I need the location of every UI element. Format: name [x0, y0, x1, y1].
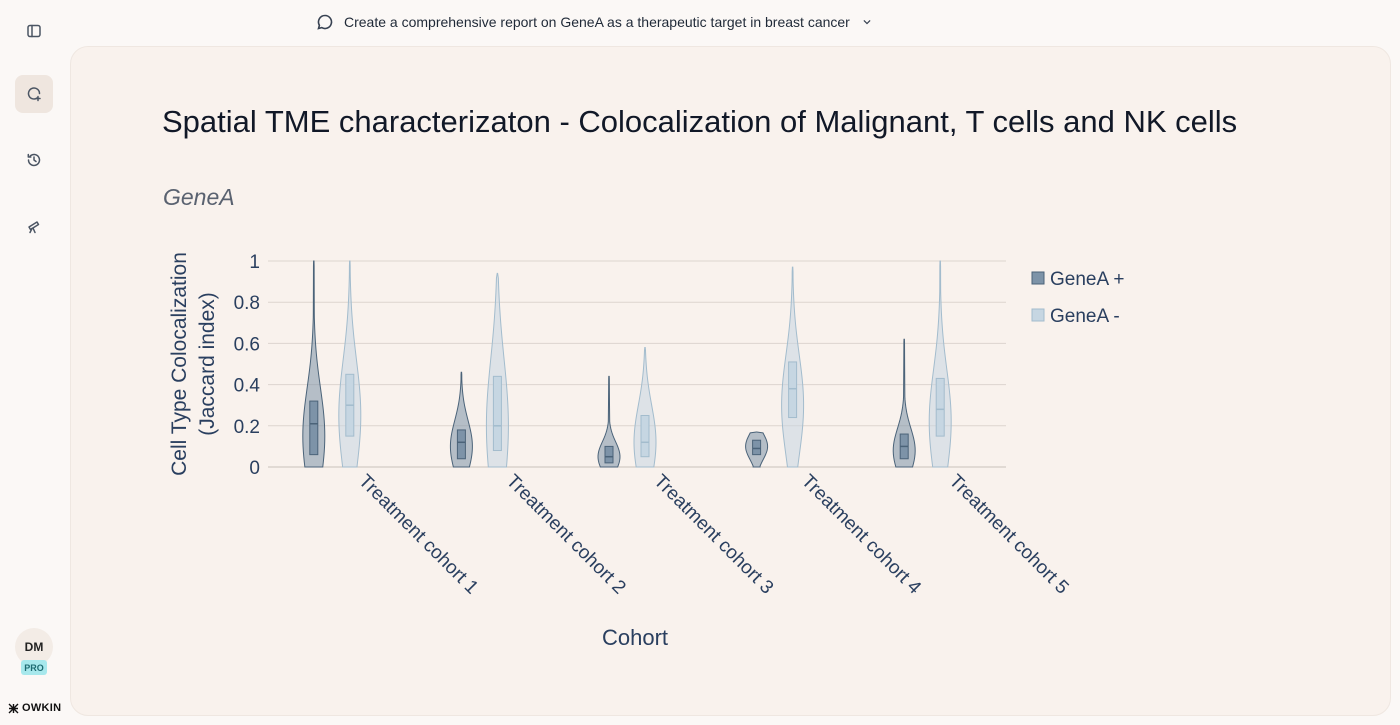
explore-button[interactable]: [15, 207, 53, 245]
legend-swatch: [1031, 271, 1045, 285]
chevron-down-icon: [863, 20, 871, 25]
report-panel: [70, 46, 1391, 716]
x-tick-label: Treatment cohort 3: [649, 471, 777, 599]
plan-badge: PRO: [21, 660, 47, 675]
new-chat-button[interactable]: [15, 75, 53, 113]
violin-genea-neg: [338, 260, 362, 468]
telescope-icon: [28, 221, 40, 234]
y-tick-label: 0.2: [234, 417, 260, 438]
x-tick-label: Treatment cohort 2: [502, 471, 630, 599]
violin-box: [309, 400, 319, 456]
legend-label: GeneA +: [1050, 269, 1124, 290]
violin-box: [788, 361, 798, 419]
violin-box: [640, 415, 650, 458]
conversation-title-dropdown[interactable]: Create a comprehensive report on GeneA a…: [316, 12, 874, 32]
violin-genea-pos: [449, 371, 473, 468]
sidebar: DM PRO OWKIN: [0, 0, 68, 725]
y-tick-label: 0.8: [234, 293, 260, 314]
x-tick-label: Treatment cohort 1: [354, 471, 482, 599]
violin-genea-neg: [633, 347, 657, 468]
legend-label: GeneA -: [1050, 306, 1120, 327]
y-tick-label: 1: [249, 252, 260, 273]
violin-genea-neg: [928, 260, 952, 468]
x-tick-label: Treatment cohort 4: [797, 471, 925, 599]
history-button[interactable]: [15, 141, 53, 179]
y-tick-label: 0.4: [234, 376, 261, 397]
y-tick-label: 0.6: [234, 334, 260, 355]
violin-box: [935, 377, 945, 437]
violin-box: [456, 429, 466, 460]
brand-name: OWKIN: [22, 702, 62, 714]
chat-plus-icon: [27, 87, 41, 102]
y-tick-label: 0: [249, 458, 260, 479]
x-axis-label: Cohort: [602, 625, 668, 650]
x-tick-label: Treatment cohort 5: [945, 471, 1073, 599]
sidebar-toggle-button[interactable]: [15, 12, 53, 50]
user-initials: DM: [24, 640, 44, 654]
violin-box: [492, 375, 502, 452]
y-axis-label-sub: (Jaccard index): [196, 292, 219, 436]
violin-genea-neg: [485, 272, 509, 468]
conversation-title: Create a comprehensive report on GeneA a…: [344, 14, 850, 30]
legend-swatch: [1031, 308, 1045, 322]
sidebar-toggle-icon: [27, 24, 41, 38]
history-icon: [27, 153, 41, 167]
chart-title: Spatial TME characterizaton - Colocaliza…: [162, 104, 1238, 139]
y-axis-label: Cell Type Colocalization: [168, 252, 191, 476]
owkin-logo-icon: [8, 703, 19, 713]
chat-bubble-icon: [317, 14, 333, 30]
owkin-logo: OWKIN: [8, 702, 61, 714]
chart-subtitle: GeneA: [163, 184, 235, 210]
user-avatar[interactable]: DM: [15, 628, 53, 666]
violin-box: [752, 439, 762, 456]
violin-genea-pos: [597, 375, 621, 468]
violin-genea-pos: [302, 260, 326, 468]
violin-box: [604, 445, 614, 464]
violin-genea-pos: [892, 338, 916, 468]
